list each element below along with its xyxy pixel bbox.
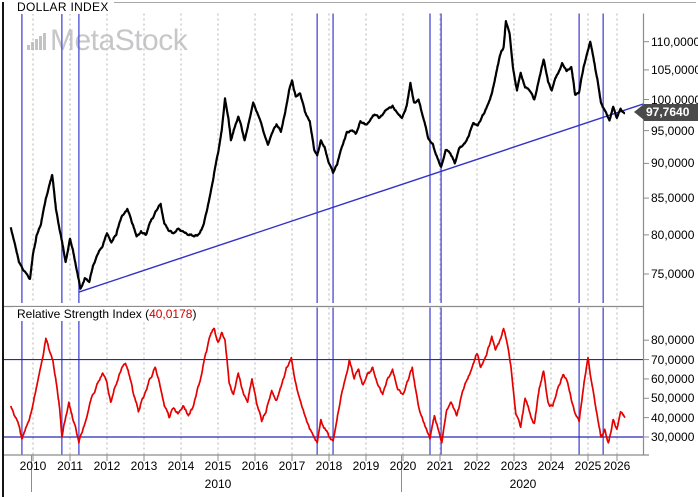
year-label: 2010 (19, 459, 47, 473)
price-panel-surface[interactable] (4, 14, 643, 304)
window-top-border (112, 2, 696, 3)
price-tick-label: 80,0000 (651, 227, 695, 242)
last-price-value: 97,7640 (644, 104, 698, 121)
year-label: 2023 (500, 459, 528, 473)
price-tick-label: 110,0000 (651, 34, 698, 49)
rsi-panel-surface[interactable] (4, 308, 643, 455)
bar-chart-icon (27, 33, 47, 56)
price-tick-label: 100,0000 (651, 92, 698, 107)
watermark-text: MetaStock (50, 24, 188, 57)
rsi-tick-label: 80,0000 (651, 333, 695, 348)
rsi-open-paren: ( (145, 307, 150, 321)
rsi-tick-label: 30,0000 (651, 430, 695, 444)
year-label: 2019 (352, 459, 380, 473)
rsi-current-value: 40,0178 (149, 307, 193, 321)
year-label: 2014 (167, 459, 195, 473)
year-label: 2025 (574, 459, 602, 473)
decade-label: 2020 (509, 477, 537, 491)
badge-arrow-icon (634, 104, 644, 120)
year-label: 2026 (603, 459, 631, 473)
year-label: 2024 (537, 459, 565, 473)
year-label: 2018 (315, 459, 343, 473)
chart-title: DOLLAR INDEX (12, 0, 114, 14)
year-label: 2022 (463, 459, 491, 473)
price-tick-label: 85,0000 (651, 191, 695, 206)
rsi-tick-label: 40,0000 (651, 410, 695, 425)
year-label: 2021 (426, 459, 454, 473)
year-label: 2016 (241, 459, 269, 473)
rsi-tick-label: 70,0000 (651, 352, 695, 367)
rsi-tick-label: 50,0000 (651, 391, 695, 406)
price-tick-label: 95,0000 (651, 123, 695, 138)
year-label: 2017 (278, 459, 306, 473)
watermark: MetaStock (27, 24, 188, 57)
year-label: 2011 (57, 459, 83, 473)
price-tick-label: 75,0000 (651, 266, 695, 281)
year-label: 2020 (389, 459, 417, 473)
rsi-line (9, 327, 626, 444)
decade-label: 2010 (204, 477, 232, 491)
price-tick-label: 105,0000 (651, 62, 698, 77)
year-label: 2015 (204, 459, 232, 473)
rsi-title-label: Relative Strength Index (17, 307, 146, 321)
price-line (9, 20, 626, 290)
year-label: 2013 (130, 459, 158, 473)
trendline (78, 103, 643, 293)
last-price-badge: 97,7640 (634, 104, 698, 121)
window-left-border (2, 2, 4, 497)
year-label: 2012 (93, 459, 121, 473)
rsi-indicator-title: Relative Strength Index (40,0178) (14, 307, 200, 321)
price-tick-label: 90,0000 (651, 156, 695, 171)
rsi-tick-label: 60,0000 (651, 371, 695, 386)
rsi-close-paren: ) (192, 307, 197, 321)
